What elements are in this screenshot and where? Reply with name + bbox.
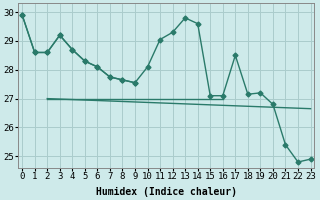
X-axis label: Humidex (Indice chaleur): Humidex (Indice chaleur) (96, 186, 237, 197)
